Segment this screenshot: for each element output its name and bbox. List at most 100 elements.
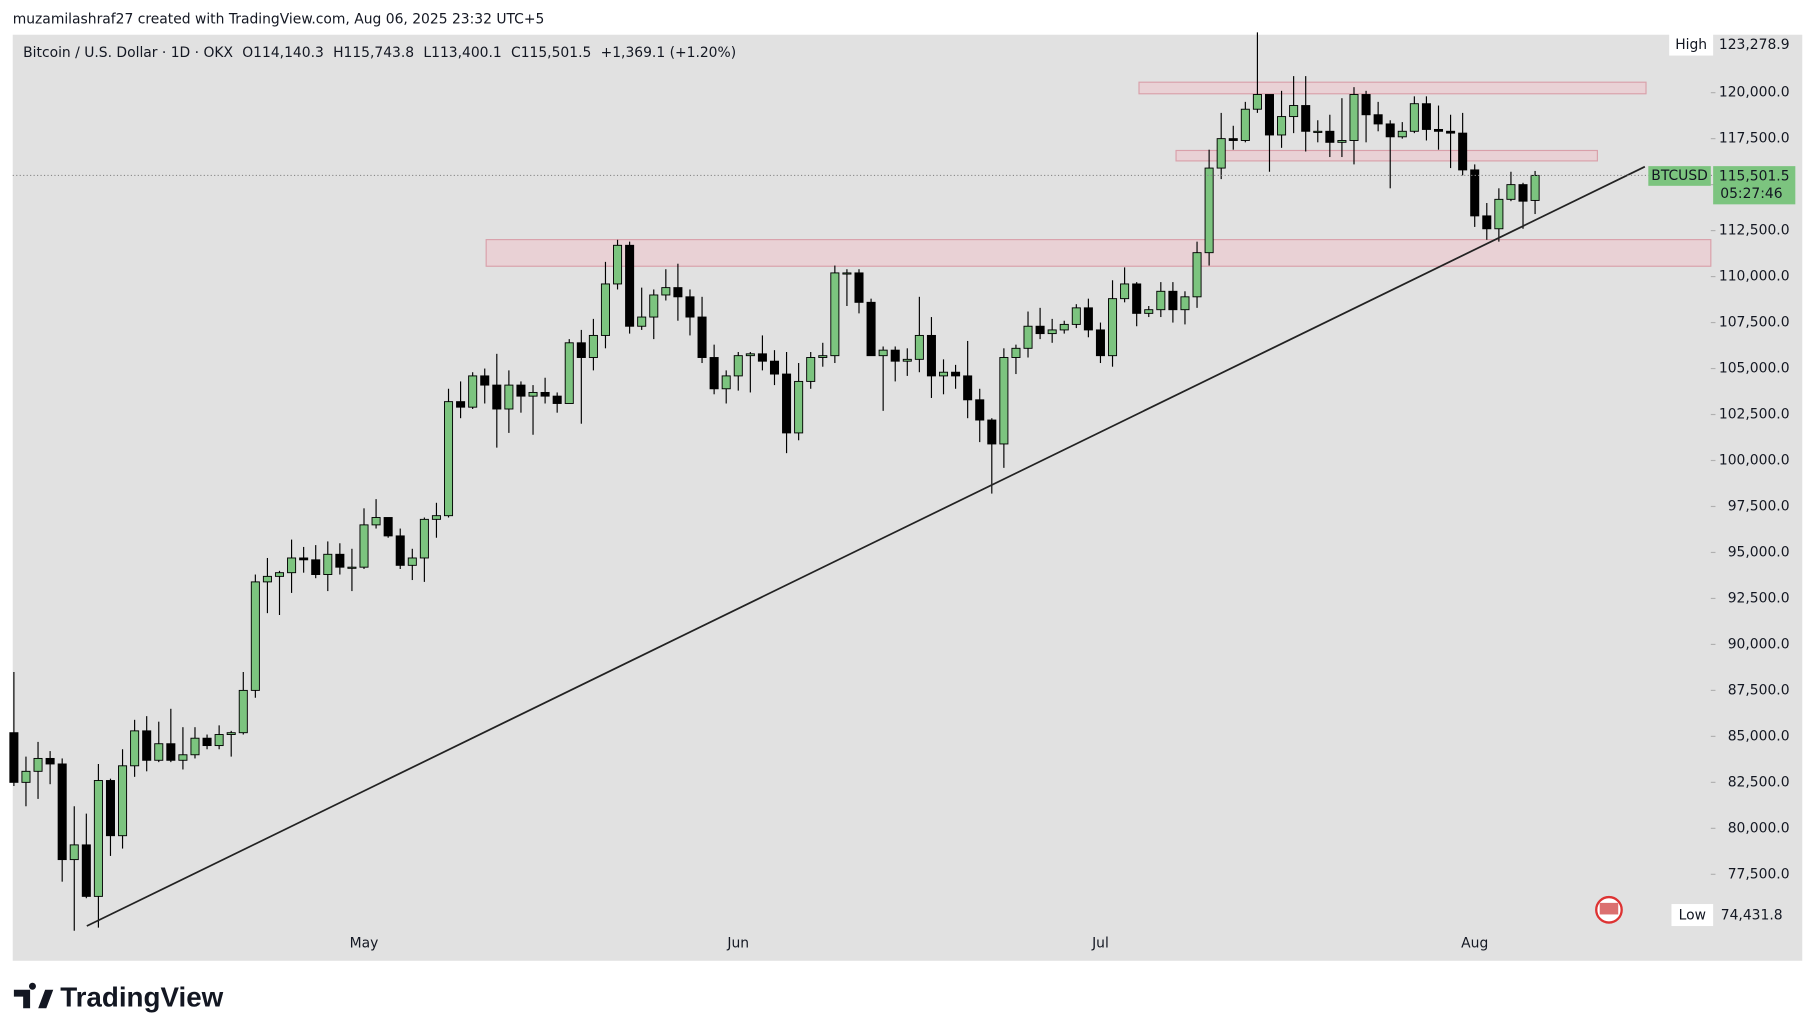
- logo: TradingView: [13, 981, 224, 1012]
- change: +1,369.1 (+1.20%): [601, 45, 737, 61]
- y-tick-label: 97,500.0: [1728, 498, 1790, 514]
- y-tick-label: 112,500.0: [1719, 223, 1790, 239]
- candle-body: [1095, 329, 1105, 357]
- x-tick-label: Aug: [1461, 935, 1488, 951]
- candle-body: [552, 395, 562, 404]
- candle-body: [311, 559, 321, 575]
- candle-body: [299, 557, 309, 561]
- legend: Bitcoin / U.S. Dollar · 1D · OKX O114,140…: [23, 45, 736, 61]
- candle-body: [540, 391, 550, 397]
- low-box: [1671, 904, 1714, 927]
- high: H115,743.8: [333, 45, 414, 61]
- zone: [1138, 81, 1647, 95]
- candle-body: [105, 780, 115, 837]
- y-tick-label: 85,000.0: [1728, 728, 1790, 744]
- candle-body: [1494, 198, 1504, 230]
- candle-body: [1252, 94, 1262, 110]
- y-tick-label: 87,500.0: [1728, 682, 1790, 698]
- candle-body: [1289, 105, 1299, 118]
- candle-body: [842, 272, 852, 275]
- candle-body: [999, 357, 1009, 445]
- candle-body: [926, 334, 936, 377]
- candle-body: [419, 518, 429, 559]
- y-tick-label: 80,000.0: [1728, 820, 1790, 836]
- candle-body: [987, 419, 997, 445]
- candle-body: [1361, 94, 1371, 116]
- candle-body: [1059, 323, 1069, 331]
- low-name: Low: [1679, 908, 1706, 924]
- candle-body: [1397, 130, 1407, 138]
- candle-body: [130, 730, 140, 767]
- candle-body: [81, 844, 91, 897]
- zone: [1175, 149, 1598, 162]
- low-value: 74,431.8: [1721, 908, 1783, 924]
- candle-body: [1228, 138, 1238, 141]
- candle-body: [685, 296, 695, 318]
- y-tick-label: 120,000.0: [1719, 85, 1790, 101]
- countdown: 05:27:46: [1720, 186, 1782, 202]
- close: C115,501.5: [511, 45, 591, 61]
- candle-body: [407, 557, 417, 566]
- attribution: muzamilashraf27 created with TradingView…: [13, 12, 545, 28]
- candle-body: [613, 244, 623, 285]
- candle-body: [697, 316, 707, 358]
- candle-body: [468, 375, 478, 408]
- candle-body: [323, 553, 333, 575]
- candle-body: [1458, 132, 1468, 171]
- candle-body: [600, 283, 610, 336]
- candle-body: [226, 732, 236, 735]
- logo-mark: [13, 982, 54, 1009]
- candle-body: [938, 371, 949, 377]
- x-tick-label: Jul: [1091, 935, 1109, 951]
- candle-body: [1518, 184, 1528, 202]
- candle-body: [528, 391, 538, 397]
- candle-body: [1337, 140, 1347, 143]
- candle-body: [1192, 252, 1202, 298]
- candle-body: [1385, 123, 1395, 138]
- candle-body: [444, 401, 454, 517]
- candle-body: [673, 287, 683, 298]
- candle-body: [335, 553, 345, 568]
- candle-body: [1506, 184, 1516, 200]
- low: L113,400.1: [423, 45, 501, 61]
- candle-body: [93, 780, 103, 897]
- candle-body: [142, 730, 152, 761]
- candle-body: [1204, 167, 1214, 254]
- zone: [485, 239, 1712, 267]
- y-tick-label: 90,000.0: [1728, 636, 1790, 652]
- candle-body: [1216, 138, 1226, 169]
- candle-body: [709, 357, 719, 390]
- x-tick-label: May: [350, 935, 379, 951]
- candle-body: [166, 743, 176, 761]
- flag-stripes: [1599, 902, 1619, 915]
- candle-body: [588, 334, 598, 358]
- candle-body: [395, 535, 405, 566]
- x-tick-label: Jun: [726, 935, 749, 951]
- candle-body: [830, 272, 840, 357]
- candle-body: [57, 763, 67, 861]
- price-label: 115,501.5: [1719, 169, 1790, 185]
- candle-body: [890, 349, 900, 362]
- candles: [9, 32, 1540, 931]
- candle-body: [854, 272, 864, 303]
- candle-body: [794, 380, 804, 434]
- chart-panel: [12, 34, 1803, 961]
- brand: TradingView: [60, 981, 223, 1012]
- candle-body: [878, 349, 888, 357]
- candle-body: [45, 757, 55, 765]
- y-tick-label: 77,500.0: [1728, 866, 1790, 882]
- candle-body: [347, 566, 357, 569]
- candle-body: [1470, 169, 1480, 217]
- candle-body: [745, 353, 755, 357]
- candle-body: [21, 770, 31, 783]
- candle-body: [661, 287, 671, 296]
- candle-body: [1035, 325, 1045, 335]
- candle-body: [178, 754, 188, 761]
- candle-body: [69, 844, 79, 861]
- candle-body: [480, 375, 490, 386]
- candle-body: [721, 375, 731, 390]
- drawings: [485, 81, 1712, 267]
- candle-body: [118, 765, 128, 837]
- candle-body: [1277, 116, 1287, 136]
